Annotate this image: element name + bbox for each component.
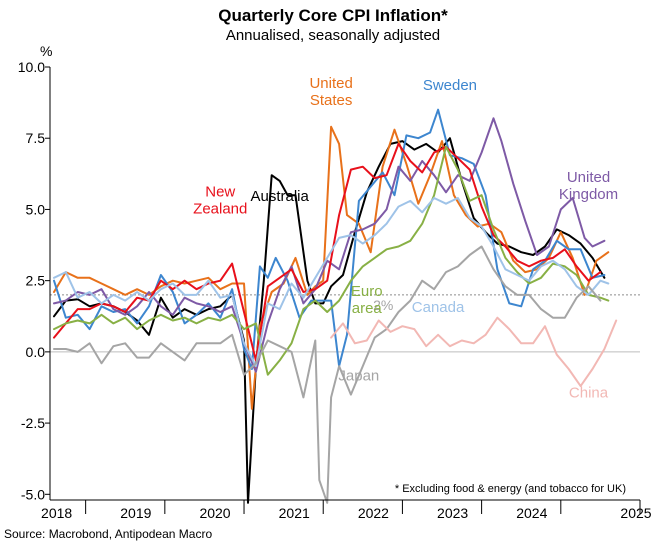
x-tick-label: 2023 xyxy=(437,505,468,521)
y-tick-label: 0.0 xyxy=(26,344,46,360)
series-line-japan xyxy=(53,245,602,504)
y-tick-label: 2.5 xyxy=(26,273,46,289)
source-note: Source: Macrobond, Antipodean Macro xyxy=(4,527,212,541)
y-axis-unit-label: % xyxy=(40,43,52,59)
grid-layer xyxy=(50,294,640,353)
series-line-sweden xyxy=(53,108,606,370)
series-label-new-zealand: New Zealand xyxy=(193,183,247,217)
axis-layer: 10.0 7.5 5.0 2.5 0.0 -2.5 -5.0 2018 2019 2020 2021… xyxy=(18,59,652,521)
series-label-euro-area: Euro area xyxy=(351,283,383,317)
series-label-china: China xyxy=(569,384,609,401)
chart-subtitle: Annualised, seasonally adjusted xyxy=(226,27,440,44)
series-line-new-zealand xyxy=(53,142,602,362)
x-tick-label: 2020 xyxy=(199,505,230,521)
series-line-canada xyxy=(53,197,610,368)
series-label-japan: Japan xyxy=(338,367,379,384)
series-label-sweden: Sweden xyxy=(423,77,477,94)
series-line-china xyxy=(330,316,618,388)
series-label-canada: Canada xyxy=(412,299,465,316)
y-tick-label: 10.0 xyxy=(18,59,45,75)
series-line-euro-area xyxy=(53,145,610,376)
y-tick-label: -2.5 xyxy=(21,415,45,431)
x-tick-label: 2019 xyxy=(120,505,151,521)
series-label-australia: Australia xyxy=(250,188,309,205)
x-tick-label: 2024 xyxy=(516,505,547,521)
series-layer xyxy=(53,108,618,504)
label-layer: 2% Australia United States Sweden United Kingd… xyxy=(193,75,618,401)
series-label-united-kingdom: United Kingdom xyxy=(559,169,618,203)
series-line-united-states xyxy=(53,125,610,410)
x-tick-label: 2021 xyxy=(279,505,310,521)
series-label-united-states: United States xyxy=(309,75,352,109)
reference-line-label: 2% xyxy=(373,297,393,313)
x-tick-label: 2018 xyxy=(41,505,72,521)
y-tick-label: -5.0 xyxy=(21,486,45,502)
chart-title: Quarterly Core CPI Inflation* xyxy=(218,6,448,25)
x-tick-label: 2022 xyxy=(358,505,389,521)
x-tick-label: 2025 xyxy=(620,505,651,521)
series-line-united-kingdom xyxy=(53,117,606,373)
y-tick-label: 5.0 xyxy=(26,201,46,217)
y-tick-label: 7.5 xyxy=(26,130,46,146)
footnote: * Excluding food & energy (and tobacco f… xyxy=(395,483,626,495)
